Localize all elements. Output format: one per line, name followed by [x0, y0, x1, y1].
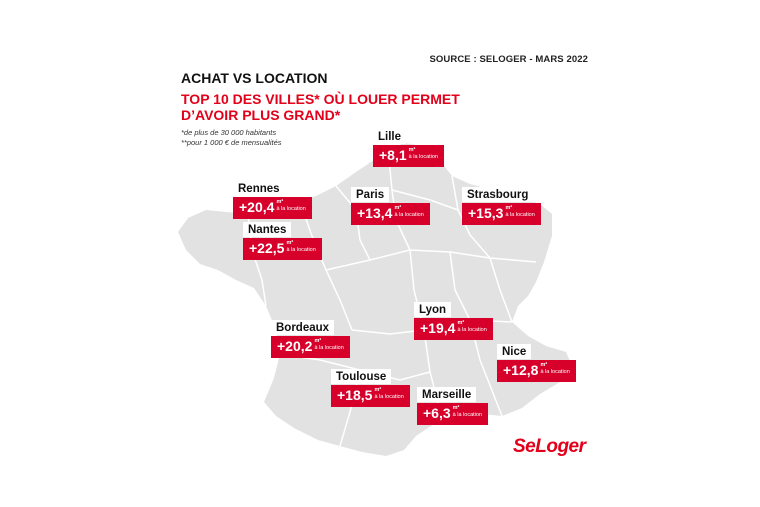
city-unit: m² à la location: [394, 205, 423, 218]
unit-label: à la location: [452, 412, 482, 418]
city-value: +20,2: [277, 338, 313, 354]
unit-label: à la location: [276, 206, 306, 212]
city-unit: m² à la location: [505, 205, 534, 218]
city-value: +6,3: [423, 405, 451, 421]
unit-label: à la location: [394, 212, 424, 218]
city-name: Paris: [351, 187, 390, 202]
city-name: Strasbourg: [462, 187, 534, 202]
city-value-box: +22,5 m² à la location: [243, 238, 322, 260]
city-unit: m² à la location: [453, 405, 482, 418]
city-value: +19,4: [420, 320, 456, 336]
unit-label: à la location: [374, 394, 404, 400]
city-value-box: +8,1 m² à la location: [373, 145, 444, 167]
unit-label: à la location: [540, 369, 570, 375]
city-value: +22,5: [249, 240, 285, 256]
city-value-box: +18,5 m² à la location: [331, 385, 410, 407]
unit-sup: m²: [408, 147, 416, 153]
city-name: Nantes: [243, 222, 292, 237]
city-value-box: +19,4 m² à la location: [414, 318, 493, 340]
city-value: +20,4: [239, 199, 275, 215]
unit-label: à la location: [286, 247, 316, 253]
unit-sup: m²: [286, 240, 294, 246]
unit-sup: m²: [505, 205, 513, 211]
city-value-box: +20,2 m² à la location: [271, 336, 350, 358]
page-title: ACHAT VS LOCATION: [181, 70, 328, 86]
city-unit: m² à la location: [286, 240, 315, 253]
unit-sup: m²: [374, 387, 382, 393]
city-name: Lyon: [414, 302, 452, 317]
unit-sup: m²: [394, 205, 402, 211]
city-value-box: +12,8 m² à la location: [497, 360, 576, 382]
unit-sup: m²: [540, 362, 548, 368]
city-unit: m² à la location: [276, 199, 305, 212]
city-unit: m² à la location: [374, 387, 403, 400]
city-value: +18,5: [337, 387, 373, 403]
city-value: +12,8: [503, 362, 539, 378]
unit-label: à la location: [408, 154, 438, 160]
footnote-1: *de plus de 30 000 habitants: [181, 128, 277, 137]
city-unit: m² à la location: [314, 338, 343, 351]
city-name: Marseille: [417, 387, 477, 402]
unit-label: à la location: [314, 345, 344, 351]
city-unit: m² à la location: [540, 362, 569, 375]
city-name: Bordeaux: [271, 320, 335, 335]
city-value-box: +20,4 m² à la location: [233, 197, 312, 219]
city-unit: m² à la location: [457, 320, 486, 333]
source-label: SOURCE : SELOGER - MARS 2022: [429, 54, 588, 65]
unit-label: à la location: [457, 327, 487, 333]
city-value: +8,1: [379, 147, 407, 163]
unit-sup: m²: [452, 405, 460, 411]
city-value: +15,3: [468, 205, 504, 221]
city-value-box: +13,4 m² à la location: [351, 203, 430, 225]
unit-sup: m²: [457, 320, 465, 326]
unit-sup: m²: [314, 338, 322, 344]
city-value: +13,4: [357, 205, 393, 221]
city-value-box: +15,3 m² à la location: [462, 203, 541, 225]
city-name: Rennes: [233, 181, 285, 196]
city-unit: m² à la location: [409, 147, 438, 160]
page-subtitle: TOP 10 DES VILLES* OÙ LOUER PERMET D’AVO…: [181, 91, 460, 123]
footnote-2: **pour 1 000 € de mensualités: [181, 138, 282, 147]
city-name: Lille: [373, 129, 407, 144]
city-value-box: +6,3 m² à la location: [417, 403, 488, 425]
seloger-logo: SeLoger: [513, 436, 586, 457]
city-name: Toulouse: [331, 369, 392, 384]
unit-label: à la location: [505, 212, 535, 218]
city-name: Nice: [497, 344, 532, 359]
unit-sup: m²: [276, 199, 284, 205]
